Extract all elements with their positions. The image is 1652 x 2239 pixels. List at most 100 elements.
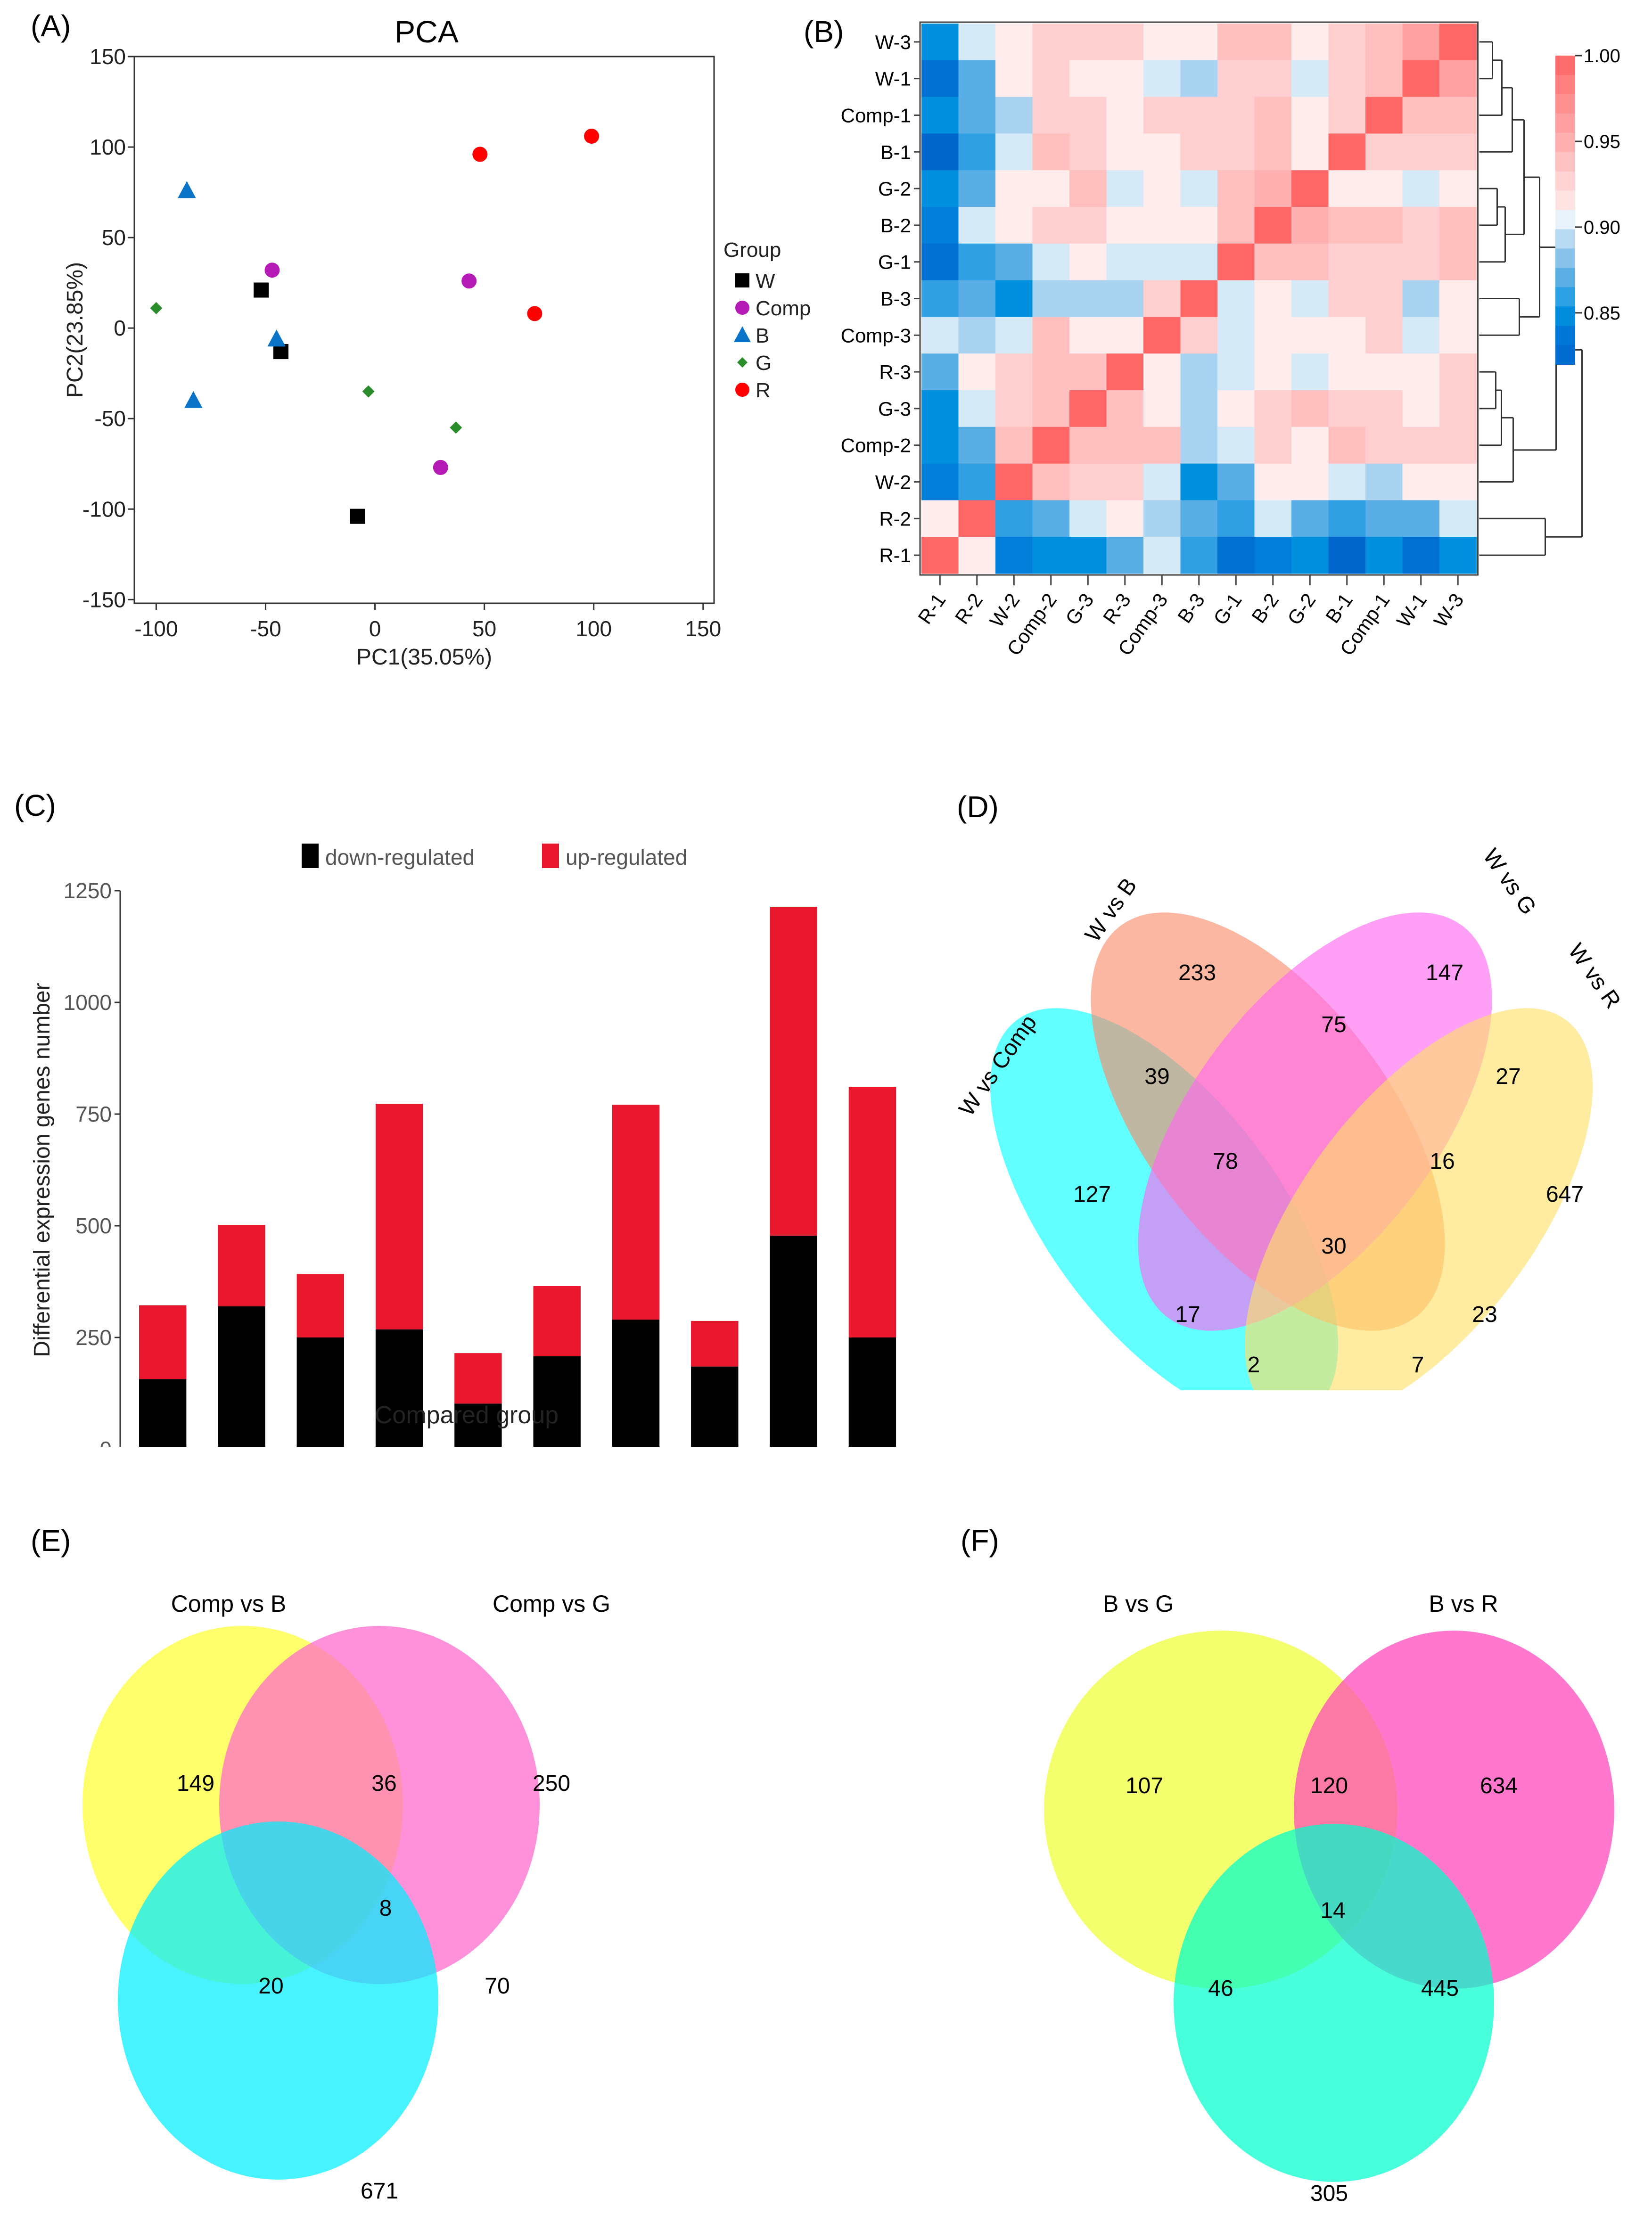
heatmap-cell	[1069, 60, 1107, 98]
heatmap-cell	[1217, 207, 1255, 244]
heatmap-cell	[1106, 207, 1144, 244]
heatmap-cell	[1254, 24, 1292, 61]
heatmap-cell	[1291, 463, 1329, 500]
heatmap-cell	[1069, 463, 1107, 500]
row-label: B-3	[880, 288, 911, 310]
col-label: G-3	[1061, 589, 1098, 629]
y-tick-label: 0	[99, 1437, 112, 1447]
heatmap-cell	[921, 60, 959, 98]
x-axis-label: PC1(35.05%)	[356, 645, 492, 670]
heatmap-cell	[1439, 426, 1477, 464]
heatmap-cell	[958, 207, 996, 244]
legend-label-w: W	[756, 270, 775, 293]
heatmap-cell	[1180, 537, 1218, 574]
heatmap-cell	[958, 426, 996, 464]
heatmap-cell	[1365, 97, 1403, 134]
row-label: R-1	[879, 544, 911, 566]
heatmap-cell	[1032, 390, 1070, 427]
heatmap-cell	[1402, 317, 1440, 354]
heatmap-cell	[1032, 537, 1070, 574]
col-label: W-1	[1392, 589, 1431, 631]
heatmap-cell	[1439, 537, 1477, 574]
heatmap-cell	[958, 60, 996, 98]
heatmap-cell	[958, 463, 996, 500]
bar-segment-down-regulated	[612, 1320, 660, 1447]
heatmap-cell	[1291, 97, 1329, 134]
venn-region-count: 250	[533, 1771, 570, 1796]
row-label: W-3	[875, 31, 911, 53]
heatmap-cell	[1143, 426, 1181, 464]
venn-region-count: 233	[1178, 960, 1216, 985]
bar-segment-up-regulated	[770, 907, 817, 1236]
heatmap-cell	[995, 280, 1033, 317]
heatmap-cell	[1143, 24, 1181, 61]
data-point-g	[150, 302, 163, 314]
legend-marker-r	[735, 383, 749, 397]
heatmap-cell	[1328, 353, 1366, 391]
heatmap-cell	[1328, 537, 1366, 574]
heatmap-cell	[995, 426, 1033, 464]
heatmap-cell	[1032, 500, 1070, 537]
legend-label-comp: Comp	[756, 297, 811, 320]
heatmap-cell	[1439, 317, 1477, 354]
heatmap-cell	[1069, 500, 1107, 537]
colorbar-swatch	[1555, 56, 1575, 75]
row-label: Comp-2	[841, 435, 911, 457]
colorbar-swatch	[1555, 229, 1575, 249]
heatmap-cell	[1217, 133, 1255, 171]
heatmap-cell	[1328, 500, 1366, 537]
heatmap-cell	[921, 463, 959, 500]
data-point-comp	[433, 459, 448, 475]
heatmap-cell	[1291, 537, 1329, 574]
y-tick-label: 750	[75, 1102, 112, 1126]
heatmap-cell	[1328, 24, 1366, 61]
venn-region-count: 8	[379, 1896, 392, 1921]
heatmap-cell	[1291, 243, 1329, 281]
legend-label-down-regulated: down-regulated	[325, 845, 475, 869]
venn-region-count: 78	[1213, 1149, 1238, 1174]
heatmap-cell	[1106, 133, 1144, 171]
heatmap-cell	[921, 170, 959, 207]
data-point-r	[584, 129, 600, 144]
heatmap-cell	[1328, 170, 1366, 207]
heatmap-cell	[1328, 60, 1366, 98]
heatmap-cell	[1439, 170, 1477, 207]
panel-label-f: (F)	[961, 1524, 999, 1558]
row-label: B-2	[880, 214, 911, 237]
heatmap-cell	[1069, 133, 1107, 171]
colorbar-swatch	[1555, 326, 1575, 346]
heatmap-cell	[1402, 243, 1440, 281]
venn-set-label: B vs G	[1103, 1591, 1174, 1617]
heatmap-cell	[921, 353, 959, 391]
pca-scatter-plot: PCA -100 -50 0 50 100 150 -150 -100 -50 0 50 100 150 P…	[63, 14, 811, 670]
venn-region-count: 27	[1496, 1064, 1520, 1089]
heatmap-cell	[921, 207, 959, 244]
data-point-g	[450, 421, 462, 434]
colorbar-tick-label: 1.00	[1584, 46, 1620, 66]
heatmap-cell	[1402, 133, 1440, 171]
heatmap-cell	[995, 24, 1033, 61]
bar-segment-down-regulated	[375, 1329, 423, 1447]
heatmap-cell	[958, 390, 996, 427]
venn-region-count: 20	[258, 1974, 283, 1999]
heatmap-cell	[1217, 500, 1255, 537]
heatmap-cell	[1032, 353, 1070, 391]
heatmap-cell	[1032, 97, 1070, 134]
heatmap-cell	[1106, 280, 1144, 317]
panel-label-c: (C)	[14, 788, 56, 822]
colorbar-swatch	[1555, 287, 1575, 307]
bar-segment-up-regulated	[454, 1353, 502, 1404]
heatmap-cell	[1328, 207, 1366, 244]
venn-set-label: B vs R	[1429, 1591, 1498, 1617]
heatmap-cell	[1217, 463, 1255, 500]
heatmap-cell	[1439, 133, 1477, 171]
heatmap-cell	[1402, 207, 1440, 244]
heatmap-cell	[1069, 207, 1107, 244]
heatmap-cell	[1365, 207, 1403, 244]
col-label: G-2	[1283, 589, 1320, 629]
heatmap-cell	[1143, 353, 1181, 391]
panel-label-b: (B)	[804, 15, 844, 49]
heatmap-cell	[995, 170, 1033, 207]
bar-segment-up-regulated	[533, 1286, 581, 1356]
col-label: B-3	[1173, 589, 1209, 627]
